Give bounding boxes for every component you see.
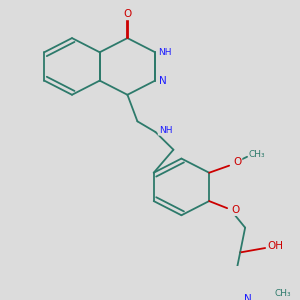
Text: OH: OH <box>267 241 283 251</box>
Text: O: O <box>233 157 241 167</box>
Text: CH₃: CH₃ <box>275 289 292 298</box>
Text: O: O <box>123 9 132 19</box>
Text: N: N <box>159 76 167 85</box>
Text: O: O <box>231 205 239 215</box>
Text: NH: NH <box>158 48 172 57</box>
Text: CH₃: CH₃ <box>249 150 266 159</box>
Text: N: N <box>244 294 252 300</box>
Text: NH: NH <box>159 126 172 135</box>
